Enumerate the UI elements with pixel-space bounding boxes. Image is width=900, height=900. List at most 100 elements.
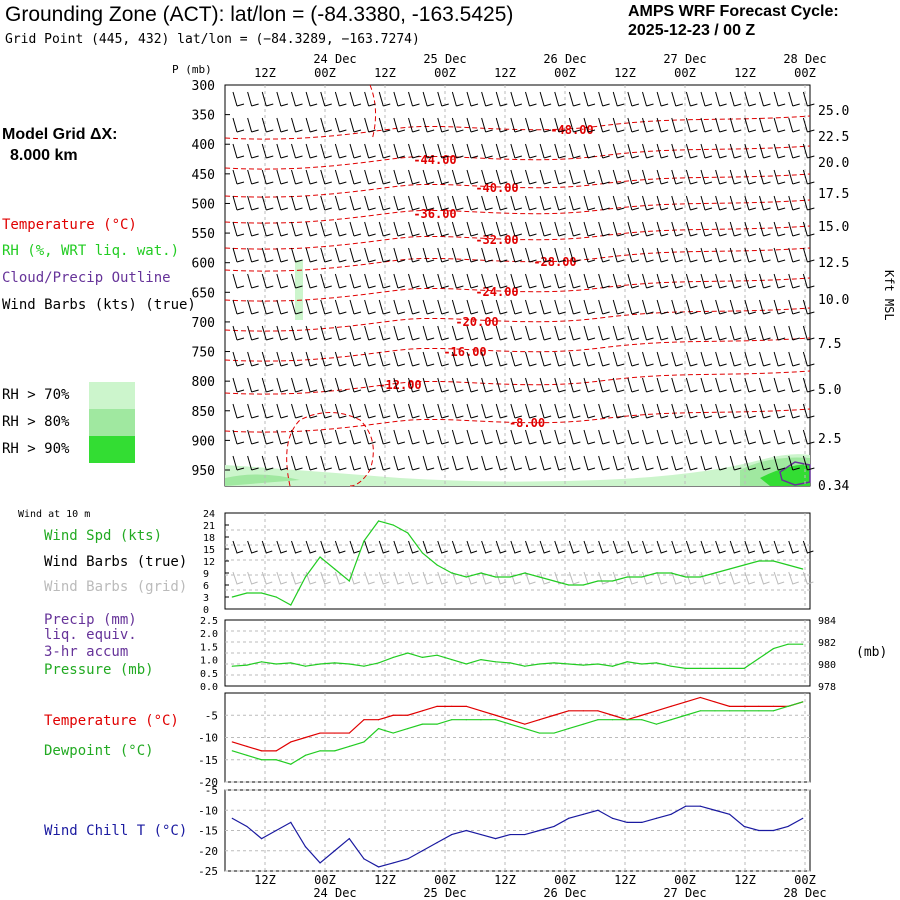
wind-speed-line-point <box>568 584 570 586</box>
pressure-line-point <box>802 643 804 645</box>
wind-barb <box>525 91 537 107</box>
pressure-line-point <box>641 663 643 665</box>
wind-barb <box>495 195 508 211</box>
pressure-line-point <box>246 664 248 666</box>
wind-barb <box>788 221 800 237</box>
wind-barb <box>495 247 508 263</box>
wind-barb <box>451 195 464 211</box>
wind-speed-line-point <box>436 564 438 566</box>
wind-barb <box>525 429 537 445</box>
isotherm-label: -44.00 <box>413 153 456 167</box>
wind-barb <box>598 377 610 393</box>
wind-barb <box>378 429 391 445</box>
wind-barb <box>685 247 698 263</box>
wind-barb <box>291 117 303 133</box>
wind-barb <box>349 273 362 289</box>
grid-wind-barb <box>247 571 258 585</box>
wind-barb <box>305 299 318 315</box>
wind-barb <box>247 117 259 133</box>
wind-barb <box>802 325 815 341</box>
dewpoint-line-point <box>260 759 263 761</box>
dewpoint-line-point <box>465 719 467 721</box>
wind-barb <box>773 455 786 471</box>
wind-barb <box>305 377 318 393</box>
wind-barb <box>276 273 289 289</box>
wind-speed-line-point <box>231 596 233 598</box>
true-wind-barb <box>510 540 522 554</box>
dewpoint-line-point <box>699 710 701 712</box>
pressure-line-point <box>728 667 731 670</box>
wind-barb <box>422 91 435 107</box>
dewpoint-line-point <box>494 719 497 721</box>
wind-barb <box>788 377 800 393</box>
temperature-line <box>232 696 803 752</box>
dewpoint-line-point <box>802 701 804 703</box>
windchill-line-point <box>538 829 541 832</box>
wind-barb <box>802 143 815 159</box>
wind-speed-line-point <box>275 596 277 598</box>
wind-barb <box>320 221 332 237</box>
wind-barb <box>261 377 274 393</box>
grid-wind-barb <box>393 571 405 585</box>
wind-barb <box>510 117 523 133</box>
true-wind-barb <box>642 540 653 554</box>
grid-wind-barb <box>539 571 551 585</box>
true-wind-barb <box>773 540 785 554</box>
wind-barb <box>788 247 800 263</box>
wind-barbs-grid-legend: Wind Barbs (grid) <box>44 579 188 595</box>
wind-speed-line-point <box>743 564 745 566</box>
wind-barb <box>495 325 508 341</box>
wind-barb <box>656 273 669 289</box>
true-wind-barb <box>422 540 434 554</box>
wind-barb <box>305 351 318 367</box>
wind-barb <box>393 455 406 471</box>
wind-barb <box>642 221 654 237</box>
wind-barb <box>729 117 742 133</box>
temp-panel-frame <box>224 692 811 783</box>
wind-barb <box>583 91 596 107</box>
wind-barb <box>802 117 815 133</box>
true-wind-barb <box>378 540 390 554</box>
height-tick-label: 7.5 <box>818 337 841 352</box>
true-wind-barb <box>291 540 302 554</box>
wind-barb <box>481 91 493 107</box>
wind-barb <box>671 429 683 445</box>
dewpoint-line-point <box>451 719 453 721</box>
wind-barb <box>291 299 303 315</box>
windchill-line-point <box>436 842 438 844</box>
wind-barb <box>232 117 245 133</box>
bottom-date-tick: 28 Dec <box>783 886 826 900</box>
wind-barb <box>305 169 318 185</box>
wind-barb <box>583 403 596 419</box>
wind-barb <box>320 351 332 367</box>
wind-barb <box>334 377 347 393</box>
wind-barb <box>320 247 332 263</box>
wind-barb <box>554 143 566 159</box>
wind-barb <box>671 169 683 185</box>
wind-barb <box>554 455 566 471</box>
wind-barb <box>247 143 259 159</box>
wind-barb <box>437 247 449 263</box>
wind-barb <box>773 351 786 367</box>
wind-barb <box>291 429 303 445</box>
wind-barb <box>232 195 245 211</box>
bottom-time-tick: 00Z <box>554 873 576 887</box>
grid-wind-barb <box>276 571 288 585</box>
wind-barb <box>773 221 786 237</box>
wind-barb <box>334 325 347 341</box>
temperature-line-point <box>377 719 380 721</box>
rh90-region <box>760 464 810 486</box>
wind-barb <box>320 455 332 471</box>
wind-barb <box>466 455 479 471</box>
wind-barb <box>495 377 508 393</box>
wind-barb <box>481 247 493 263</box>
wind-barb <box>378 299 391 315</box>
dewpoint-line-point <box>304 754 307 756</box>
wind-barb <box>291 377 303 393</box>
wind-barb <box>627 351 640 367</box>
wind-barb <box>525 455 537 471</box>
isotherm-line <box>224 408 811 433</box>
true-wind-barb <box>729 540 741 554</box>
wind-barb <box>583 169 596 185</box>
wind-barb <box>437 195 449 211</box>
